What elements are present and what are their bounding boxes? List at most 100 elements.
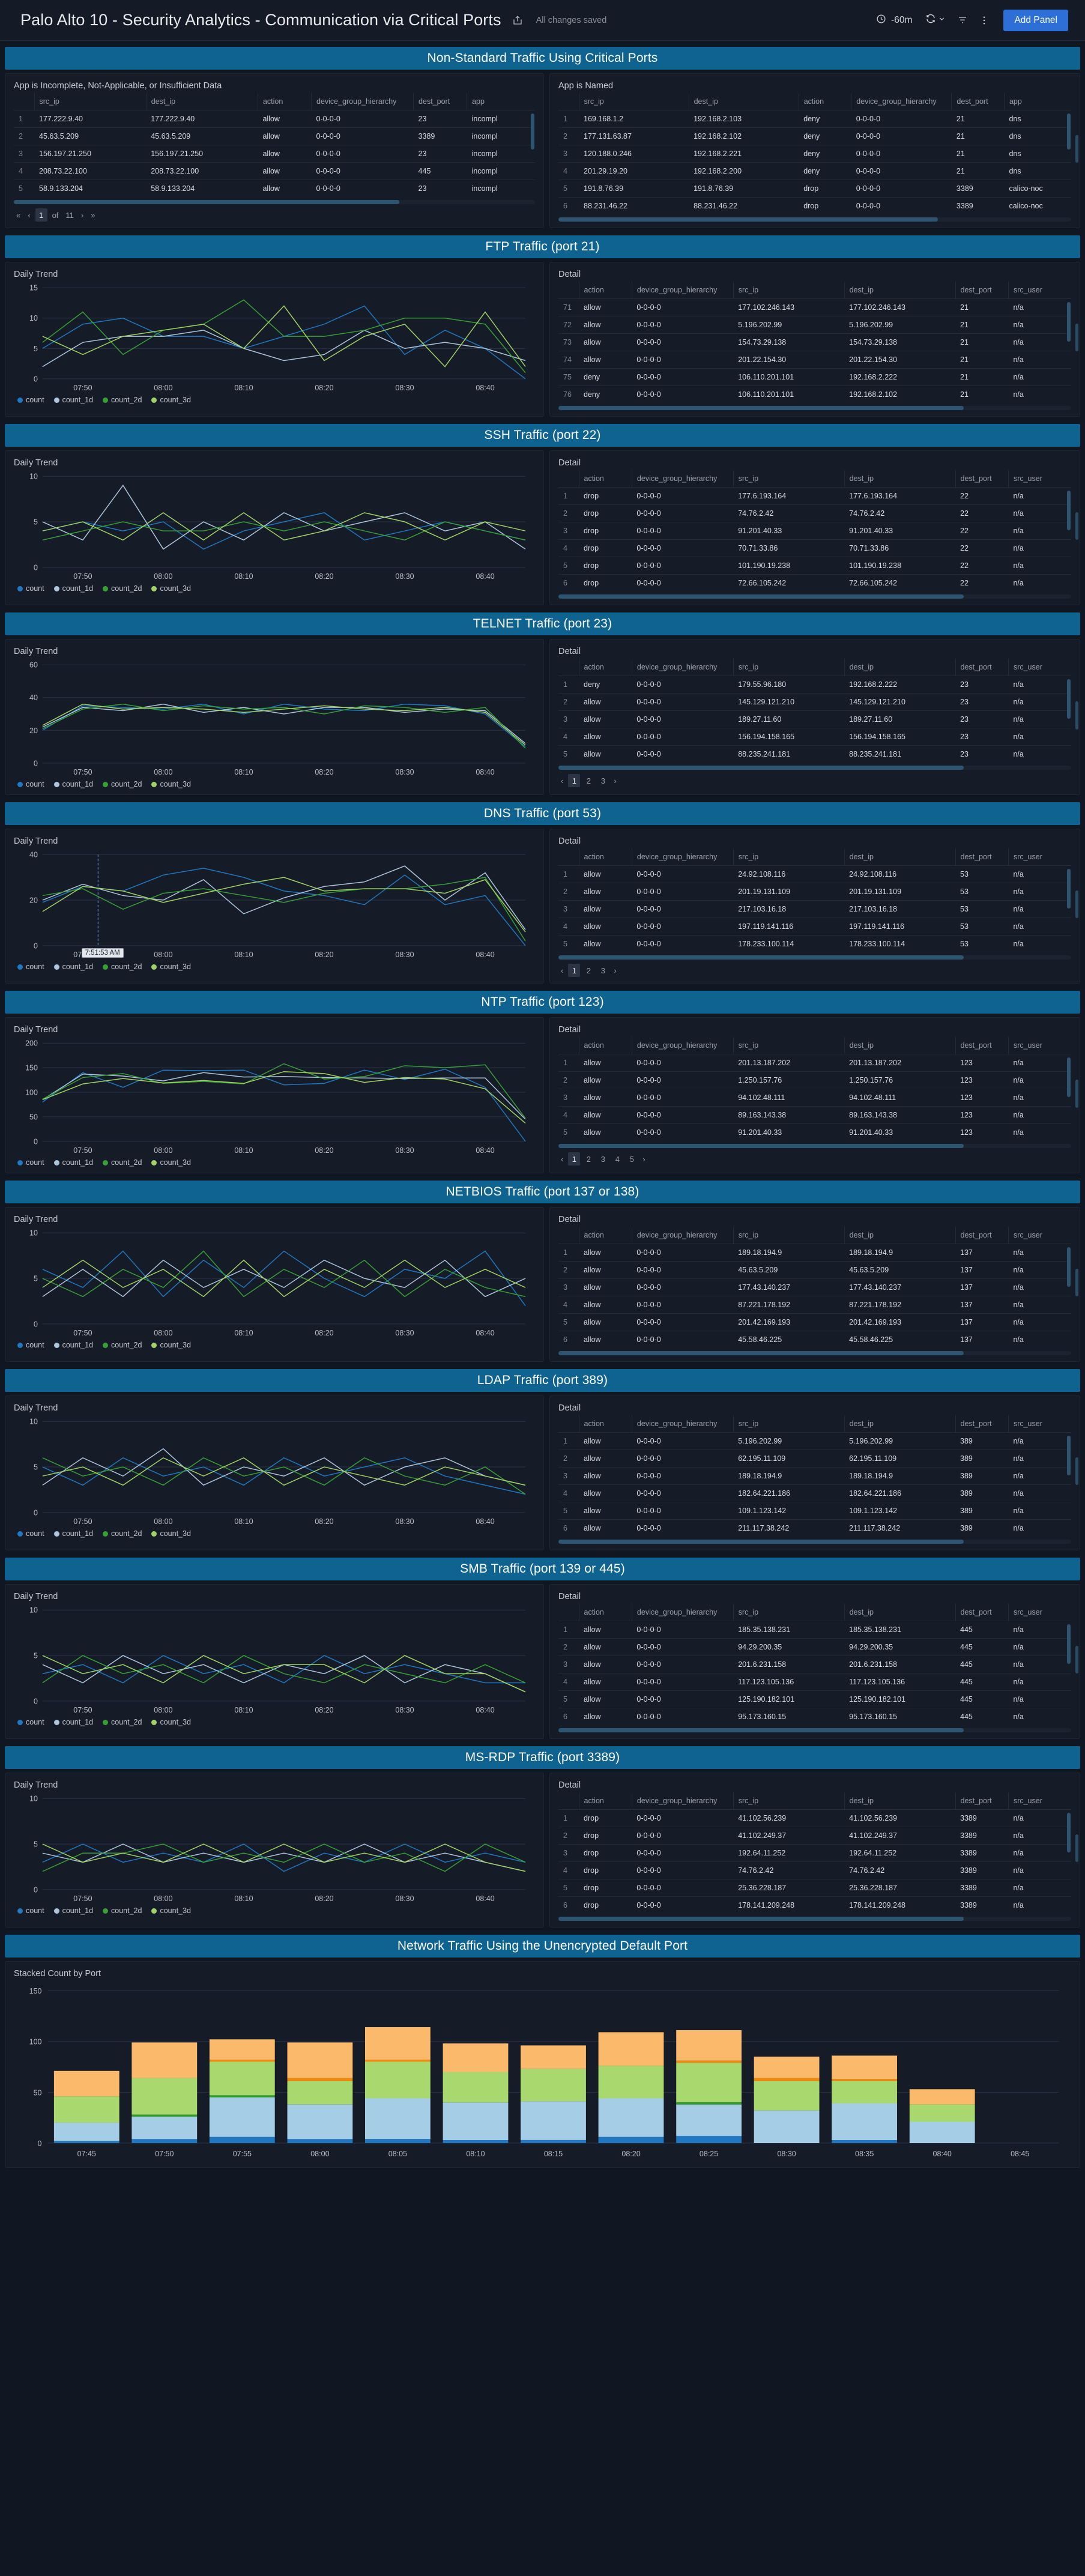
panel-scroll-indicator[interactable] bbox=[1075, 1080, 1078, 1108]
column-header-dest_ip[interactable]: dest_ip bbox=[844, 1415, 956, 1433]
table-row[interactable]: 4 allow 0-0-0-0 197.119.141.116 197.119.141.… bbox=[558, 918, 1071, 936]
column-header-device_group_hierarchy[interactable]: device_group_hierarchy bbox=[851, 93, 952, 110]
column-header-src_user[interactable]: src_user bbox=[1008, 1415, 1071, 1433]
panel-scroll-indicator[interactable] bbox=[1075, 1457, 1078, 1486]
table-row[interactable]: 2 177.131.63.87 192.168.2.102 deny 0-0-0-0 21… bbox=[558, 127, 1071, 145]
bar-segment-port-3389[interactable] bbox=[676, 2030, 742, 2061]
table-row[interactable]: 72 allow 0-0-0-0 5.196.202.99 5.196.202.99 21… bbox=[558, 316, 1071, 334]
column-header-src_ip[interactable]: src_ip bbox=[733, 1227, 845, 1244]
legend-item-count_3d[interactable]: count_3d bbox=[151, 780, 191, 788]
bar-segment-port-23[interactable] bbox=[365, 2098, 431, 2139]
legend-item-count_3d[interactable]: count_3d bbox=[151, 963, 191, 971]
table-row[interactable]: 3 allow 0-0-0-0 94.102.48.111 94.102.48.111 1… bbox=[558, 1089, 1071, 1107]
bar-segment-port-445[interactable] bbox=[598, 2066, 664, 2099]
column-header-src_user[interactable]: src_user bbox=[1008, 1037, 1071, 1054]
bar-segment-port-3389[interactable] bbox=[287, 2042, 353, 2078]
table-row[interactable]: 2 allow 0-0-0-0 1.250.157.76 1.250.157.76 123… bbox=[558, 1071, 1071, 1089]
legend-item-count_1d[interactable]: count_1d bbox=[53, 1718, 93, 1726]
bar-segment-port-3389[interactable] bbox=[598, 2032, 664, 2066]
panel-scroll-indicator[interactable] bbox=[1075, 324, 1078, 352]
bar-segment-port-3389[interactable] bbox=[521, 2045, 586, 2069]
bar-segment-port-445[interactable] bbox=[832, 2081, 897, 2103]
bar-segment-port-3389[interactable] bbox=[131, 2042, 198, 2078]
horizontal-scrollbar[interactable] bbox=[558, 217, 1071, 222]
column-header-dest_ip[interactable]: dest_ip bbox=[844, 1037, 956, 1054]
table-row[interactable]: 5 allow 0-0-0-0 88.235.241.181 88.235.241.18… bbox=[558, 746, 1071, 763]
prev-page-button[interactable]: ‹ bbox=[561, 966, 564, 975]
bar-segment-port-23[interactable] bbox=[676, 2104, 742, 2136]
legend-item-count[interactable]: count bbox=[17, 1341, 44, 1349]
bar-segment-port-21[interactable] bbox=[131, 2139, 198, 2143]
line-chart-svg[interactable]: 0 20 40 60 07:50 08:00 08:10 08:20 08:30 08:40 bbox=[14, 659, 535, 779]
page-number-2[interactable]: 2 bbox=[586, 966, 591, 975]
table-row[interactable]: 3 allow 0-0-0-0 201.6.231.158 201.6.231.158 4… bbox=[558, 1655, 1071, 1673]
vertical-scrollbar[interactable] bbox=[1067, 1624, 1071, 1664]
bar-segment-port-53[interactable] bbox=[832, 2079, 897, 2081]
table-row[interactable]: 5 allow 0-0-0-0 201.42.169.193 201.42.169.19… bbox=[558, 1313, 1071, 1331]
legend-item-count[interactable]: count bbox=[17, 780, 44, 788]
legend-item-count_1d[interactable]: count_1d bbox=[53, 963, 93, 971]
filter-icon[interactable] bbox=[953, 11, 972, 30]
bar-segment-port-23[interactable] bbox=[53, 2123, 119, 2141]
scrollbar-thumb[interactable] bbox=[558, 217, 938, 222]
table-row[interactable]: 1 drop 0-0-0-0 41.102.56.239 41.102.56.239 33… bbox=[558, 1809, 1071, 1827]
column-header-dest_ip[interactable]: dest_ip bbox=[844, 1227, 956, 1244]
column-header-dest_port[interactable]: dest_port bbox=[955, 1604, 1009, 1621]
legend-item-count_3d[interactable]: count_3d bbox=[151, 396, 191, 404]
horizontal-scrollbar[interactable] bbox=[558, 594, 1071, 599]
bar-segment-port-23[interactable] bbox=[754, 2110, 820, 2143]
table-row[interactable]: 3 156.197.21.250 156.197.21.250 allow 0-0-0-… bbox=[14, 145, 535, 163]
vertical-scrollbar[interactable] bbox=[1067, 113, 1071, 150]
legend-item-count_2d[interactable]: count_2d bbox=[103, 963, 142, 971]
bar-segment-port-3389[interactable] bbox=[443, 2043, 509, 2072]
column-header-device_group_hierarchy[interactable]: device_group_hierarchy bbox=[632, 848, 734, 866]
next-page-button[interactable]: › bbox=[614, 776, 617, 785]
table-row[interactable]: 6 allow 0-0-0-0 45.58.46.225 45.58.46.225 137… bbox=[558, 1331, 1071, 1349]
stacked-bar-chart-svg[interactable]: 0 50 100 150 07:45 07:50 07:55 08:00 08:05 08:10 0… bbox=[14, 1981, 1071, 2161]
table-row[interactable]: 4 201.29.19.20 192.168.2.200 deny 0-0-0-0 21 d… bbox=[558, 162, 1071, 180]
column-header-action[interactable]: action bbox=[258, 93, 312, 110]
table-row[interactable]: 5 allow 0-0-0-0 91.201.40.33 91.201.40.33 123… bbox=[558, 1124, 1071, 1141]
row-header-smb[interactable]: SMB Traffic (port 139 or 445) bbox=[5, 1558, 1080, 1580]
column-header-dest_port[interactable]: dest_port bbox=[955, 848, 1009, 866]
column-header-src_ip[interactable]: src_ip bbox=[579, 93, 689, 110]
time-range-picker[interactable]: -60m bbox=[870, 10, 918, 31]
bar-segment-port-23[interactable] bbox=[209, 2097, 275, 2137]
table-row[interactable]: 4 allow 0-0-0-0 87.221.178.192 87.221.178.19… bbox=[558, 1296, 1071, 1314]
column-header-src_ip[interactable]: src_ip bbox=[34, 93, 147, 110]
line-chart-svg[interactable]: 0 5 10 07:50 08:00 08:10 08:20 08:30 08:40 bbox=[14, 1604, 535, 1717]
table-row[interactable]: 4 allow 0-0-0-0 182.64.221.186 182.64.221.18… bbox=[558, 1484, 1071, 1502]
vertical-scrollbar[interactable] bbox=[1067, 1813, 1071, 1852]
table-row[interactable]: 5 allow 0-0-0-0 109.1.123.142 109.1.123.142 3… bbox=[558, 1502, 1071, 1520]
table-row[interactable]: 3 drop 0-0-0-0 192.64.11.252 192.64.11.252 33… bbox=[558, 1844, 1071, 1862]
legend-item-count_2d[interactable]: count_2d bbox=[103, 780, 142, 788]
bar-segment-port-139[interactable] bbox=[131, 2114, 198, 2117]
table-row[interactable]: 5 allow 0-0-0-0 178.233.100.114 178.233.100.… bbox=[558, 936, 1071, 953]
column-header-device_group_hierarchy[interactable]: device_group_hierarchy bbox=[632, 282, 734, 299]
column-header-app[interactable]: app bbox=[1004, 93, 1071, 110]
column-header-action[interactable]: action bbox=[579, 848, 632, 866]
page-number-3[interactable]: 3 bbox=[600, 1154, 605, 1164]
table-row[interactable]: 6 allow 0-0-0-0 95.173.160.15 95.173.160.15 4… bbox=[558, 1708, 1071, 1726]
next-page-button[interactable]: › bbox=[642, 1154, 645, 1164]
column-header-src_ip[interactable]: src_ip bbox=[733, 659, 845, 676]
column-header-src_ip[interactable]: src_ip bbox=[733, 470, 845, 488]
bar-segment-port-23[interactable] bbox=[909, 2121, 975, 2143]
share-icon[interactable] bbox=[507, 10, 528, 31]
scrollbar-thumb[interactable] bbox=[558, 955, 964, 960]
column-header-src_ip[interactable]: src_ip bbox=[733, 1415, 845, 1433]
table-row[interactable]: 3 120.188.0.246 192.168.2.221 deny 0-0-0-0 21… bbox=[558, 145, 1071, 163]
row-header-ssh[interactable]: SSH Traffic (port 22) bbox=[5, 424, 1080, 447]
page-number-3[interactable]: 3 bbox=[600, 966, 605, 975]
panel-scroll-indicator[interactable] bbox=[1075, 1834, 1078, 1863]
table-row[interactable]: 2 allow 0-0-0-0 201.19.131.109 201.19.131.10… bbox=[558, 883, 1071, 901]
horizontal-scrollbar[interactable] bbox=[558, 1728, 1071, 1732]
vertical-scrollbar[interactable] bbox=[531, 113, 534, 150]
table-row[interactable]: 6 88.231.46.22 88.231.46.22 drop 0-0-0-0 3389… bbox=[558, 198, 1071, 215]
legend-item-count_1d[interactable]: count_1d bbox=[53, 1906, 93, 1915]
bar-segment-port-21[interactable] bbox=[676, 2136, 742, 2143]
column-header-device_group_hierarchy[interactable]: device_group_hierarchy bbox=[311, 93, 414, 110]
column-header-dest_port[interactable]: dest_port bbox=[955, 470, 1009, 488]
legend-item-count[interactable]: count bbox=[17, 1158, 44, 1167]
vertical-scrollbar[interactable] bbox=[1067, 1057, 1071, 1097]
